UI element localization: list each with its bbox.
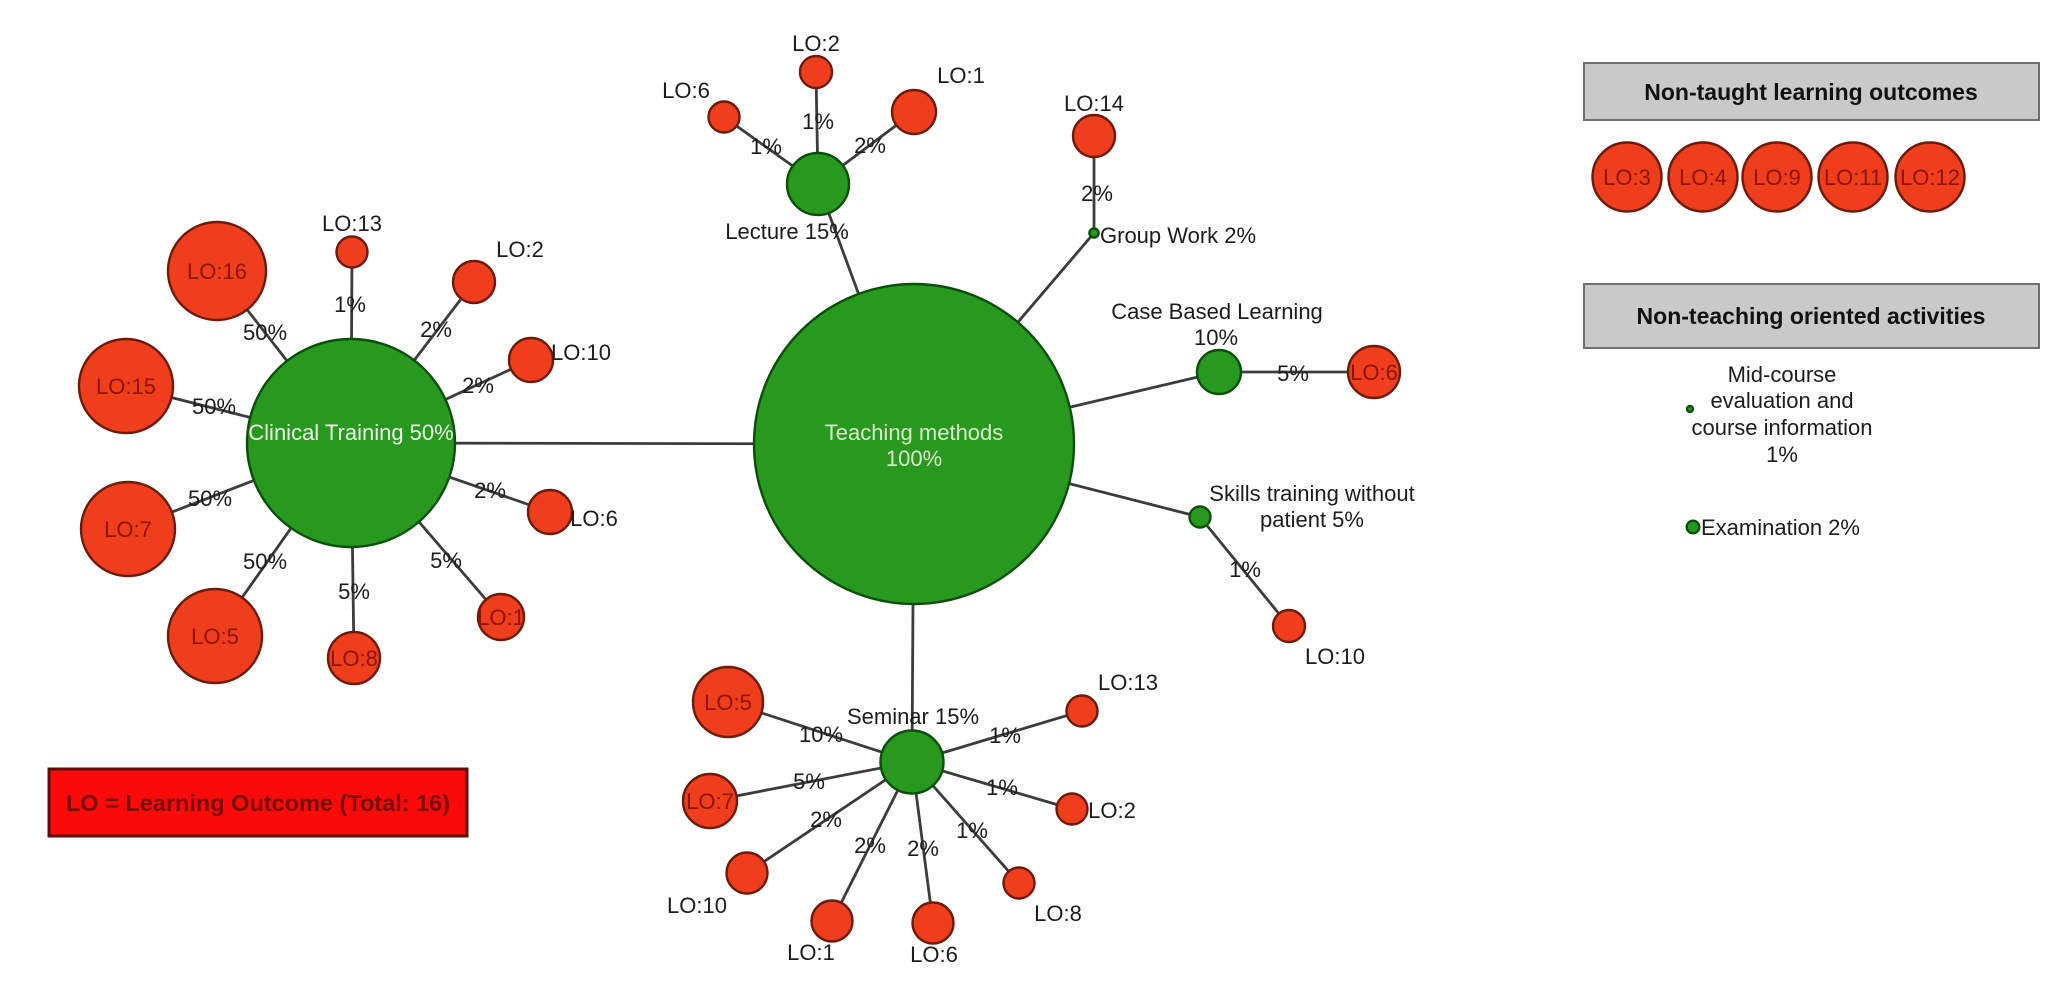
svg-text:LO:3: LO:3: [1603, 165, 1651, 190]
svg-text:LO:6: LO:6: [662, 78, 710, 103]
svg-text:5%: 5%: [793, 769, 825, 794]
svg-text:Clinical Training 50%: Clinical Training 50%: [248, 420, 453, 445]
svg-text:50%: 50%: [188, 486, 232, 511]
svg-text:LO:2: LO:2: [1088, 798, 1136, 823]
svg-text:1%: 1%: [334, 292, 366, 317]
svg-text:LO:8: LO:8: [330, 646, 378, 671]
svg-text:Skills training without: Skills training without: [1209, 481, 1414, 506]
svg-text:Mid-course: Mid-course: [1728, 362, 1837, 387]
svg-text:LO:13: LO:13: [322, 211, 382, 236]
svg-text:Non-taught learning outcomes: Non-taught learning outcomes: [1644, 79, 1978, 105]
svg-text:course information: course information: [1692, 415, 1873, 440]
svg-text:10%: 10%: [799, 722, 843, 747]
svg-text:2%: 2%: [1081, 181, 1113, 206]
svg-text:Teaching methods: Teaching methods: [825, 420, 1004, 445]
svg-text:50%: 50%: [243, 320, 287, 345]
svg-text:LO:10: LO:10: [551, 340, 611, 365]
svg-text:LO = Learning Outcome (Total:: LO = Learning Outcome (Total: 16): [66, 790, 450, 816]
svg-text:1%: 1%: [1766, 442, 1798, 467]
svg-text:100%: 100%: [886, 446, 942, 471]
svg-text:2%: 2%: [420, 317, 452, 342]
svg-text:Examination 2%: Examination 2%: [1701, 515, 1860, 540]
svg-text:LO:12: LO:12: [1900, 165, 1960, 190]
svg-text:10%: 10%: [1194, 325, 1238, 350]
svg-text:Group Work 2%: Group Work 2%: [1100, 223, 1256, 248]
svg-text:1%: 1%: [802, 109, 834, 134]
svg-text:2%: 2%: [907, 836, 939, 861]
svg-text:1%: 1%: [986, 775, 1018, 800]
svg-text:LO:2: LO:2: [496, 237, 544, 262]
svg-text:LO:6: LO:6: [570, 506, 618, 531]
svg-text:LO:6: LO:6: [1350, 360, 1398, 385]
svg-text:LO:13: LO:13: [1098, 670, 1158, 695]
svg-text:LO:1: LO:1: [477, 605, 525, 630]
svg-text:2%: 2%: [474, 478, 506, 503]
svg-text:LO:16: LO:16: [187, 259, 247, 284]
svg-text:LO:8: LO:8: [1034, 901, 1082, 926]
svg-text:LO:6: LO:6: [910, 942, 958, 967]
svg-text:patient 5%: patient 5%: [1260, 507, 1364, 532]
svg-text:Lecture 15%: Lecture 15%: [725, 219, 849, 244]
svg-text:Case Based Learning: Case Based Learning: [1111, 299, 1323, 324]
svg-text:LO:5: LO:5: [191, 624, 239, 649]
svg-text:2%: 2%: [854, 833, 886, 858]
svg-text:1%: 1%: [956, 818, 988, 843]
svg-text:LO:2: LO:2: [792, 31, 840, 56]
svg-text:1%: 1%: [750, 134, 782, 159]
svg-text:LO:4: LO:4: [1679, 165, 1727, 190]
svg-text:LO:9: LO:9: [1753, 165, 1801, 190]
svg-text:5%: 5%: [430, 548, 462, 573]
svg-text:LO:5: LO:5: [704, 690, 752, 715]
svg-text:Seminar 15%: Seminar 15%: [847, 704, 979, 729]
svg-text:50%: 50%: [192, 394, 236, 419]
svg-text:LO:10: LO:10: [1305, 644, 1365, 669]
svg-text:LO:7: LO:7: [686, 789, 734, 814]
svg-text:Non-teaching oriented activiti: Non-teaching oriented activities: [1637, 303, 1986, 329]
svg-text:LO:15: LO:15: [96, 374, 156, 399]
svg-text:50%: 50%: [243, 549, 287, 574]
svg-text:LO:14: LO:14: [1064, 91, 1124, 116]
svg-text:1%: 1%: [989, 723, 1021, 748]
svg-text:5%: 5%: [1277, 361, 1309, 386]
svg-text:5%: 5%: [338, 579, 370, 604]
svg-text:2%: 2%: [854, 133, 886, 158]
svg-text:1%: 1%: [1229, 557, 1261, 582]
svg-text:LO:7: LO:7: [104, 517, 152, 542]
svg-text:LO:11: LO:11: [1824, 165, 1882, 190]
svg-text:evaluation and: evaluation and: [1710, 388, 1853, 413]
svg-text:LO:1: LO:1: [787, 940, 835, 965]
svg-text:LO:10: LO:10: [667, 893, 727, 918]
svg-text:2%: 2%: [810, 807, 842, 832]
svg-text:2%: 2%: [462, 373, 494, 398]
svg-text:LO:1: LO:1: [937, 63, 985, 88]
